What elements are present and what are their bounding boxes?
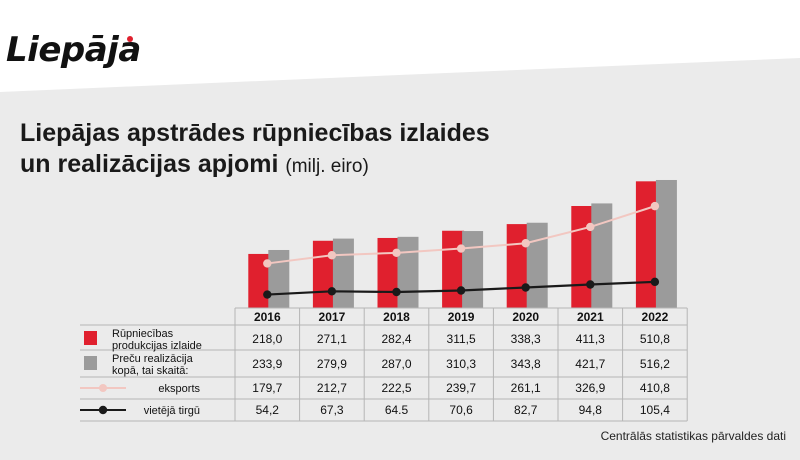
legend-label-izlaide-1: Rūpniecības	[112, 328, 174, 340]
year-label-2022: 2022	[642, 310, 669, 324]
year-label-2020: 2020	[512, 310, 539, 324]
year-label-2016: 2016	[254, 310, 281, 324]
bar-izlaide-2021	[571, 205, 594, 308]
value-cell-1-2016: 233,9	[252, 357, 282, 371]
legend-dot-eksports	[99, 384, 107, 392]
value-cell-2-2021: 326,9	[575, 381, 605, 395]
legend-label-eksports: eksports	[158, 383, 200, 395]
point-vietejais-2016	[263, 290, 272, 299]
logo-red-dot-icon	[127, 36, 133, 42]
value-cell-0-2016: 218,0	[252, 332, 282, 346]
point-vietejais-2021	[586, 280, 595, 289]
value-cell-1-2022: 516,2	[640, 357, 670, 371]
bar-realizacija-2021	[591, 203, 613, 308]
value-cell-1-2019: 310,3	[446, 357, 476, 371]
bar-izlaide-2022	[635, 181, 658, 308]
value-cell-3-2022: 105,4	[640, 403, 670, 417]
value-cell-3-2021: 94,8	[579, 403, 603, 417]
point-eksports-2022	[650, 201, 660, 211]
bar-realizacija-2016	[268, 249, 290, 308]
value-cell-3-2017: 67,3	[320, 403, 344, 417]
value-cell-2-2017: 212,7	[317, 381, 347, 395]
point-eksports-2020	[521, 239, 530, 248]
value-cell-0-2019: 311,5	[447, 332, 476, 346]
value-cell-2-2022: 410,8	[640, 381, 670, 395]
bar-izlaide-2017	[312, 240, 335, 308]
bar-izlaide-2018	[377, 237, 400, 308]
value-cell-0-2018: 282,4	[381, 332, 411, 346]
point-vietejais-2020	[521, 283, 530, 292]
value-cell-3-2019: 70,6	[449, 403, 473, 417]
value-cell-1-2020: 343,8	[511, 357, 541, 371]
value-cell-1-2018: 287,0	[381, 357, 411, 371]
year-label-2019: 2019	[448, 310, 475, 324]
legend-dot-vietejais	[98, 405, 108, 415]
value-cell-2-2016: 179,7	[252, 381, 282, 395]
value-cell-3-2016: 54,2	[256, 403, 280, 417]
point-vietejais-2022	[650, 277, 660, 287]
point-eksports-2019	[456, 244, 466, 253]
title-line-1: Liepājas apstrādes rūpniecības izlaides	[20, 119, 490, 147]
bar-realizacija-2017	[332, 238, 354, 308]
title-unit: (milj. eiro)	[285, 156, 369, 177]
legend-label-realizacija-2: kopā, tai skaitā:	[112, 365, 188, 377]
value-cell-0-2017: 271,1	[317, 332, 347, 346]
year-label-2018: 2018	[383, 310, 410, 324]
source-note: Centrālās statistikas pārvaldes dati	[600, 429, 786, 443]
value-cell-1-2021: 421,7	[575, 357, 605, 371]
point-vietejais-2019	[456, 286, 466, 295]
legend-swatch-realizacija	[84, 356, 97, 370]
legend-swatch-izlaide	[84, 331, 97, 345]
value-cell-3-2020: 82,7	[514, 403, 538, 417]
point-vietejais-2018	[392, 287, 401, 297]
point-eksports-2016	[263, 259, 272, 268]
value-cell-2-2020: 261,1	[511, 381, 541, 395]
legend-label-izlaide-2: produkcijas izlaide	[112, 340, 202, 352]
bar-izlaide-2019	[442, 230, 465, 308]
liepaja-logo: Liepāja	[6, 30, 141, 70]
title-line-2: un realizācijas apjomi (milj. eiro)	[20, 149, 490, 182]
chart-title: Liepājas apstrādes rūpniecības izlaides …	[20, 118, 490, 182]
value-cell-0-2020: 338,3	[511, 332, 541, 346]
value-cell-0-2022: 510,8	[640, 332, 670, 346]
point-eksports-2018	[392, 248, 401, 258]
value-cell-2-2019: 239,7	[446, 381, 476, 395]
value-cell-3-2018: 64.5	[385, 403, 409, 417]
bar-realizacija-2022	[655, 179, 677, 308]
point-vietejais-2017	[327, 287, 337, 296]
value-cell-1-2017: 279,9	[317, 357, 347, 371]
bar-izlaide-2020	[506, 224, 529, 308]
legend-label-realizacija-1: Preču realizācija	[112, 353, 194, 365]
bar-realizacija-2018	[397, 236, 419, 308]
bar-realizacija-2019	[462, 231, 484, 308]
year-label-2021: 2021	[577, 310, 604, 324]
title-line-2-text: un realizācijas apjomi	[20, 150, 279, 178]
bar-realizacija-2020	[526, 222, 548, 308]
value-cell-2-2018: 222,5	[381, 381, 411, 395]
value-cell-0-2021: 411,3	[576, 332, 605, 346]
point-eksports-2017	[327, 251, 337, 260]
legend-label-vietejais: vietējā tirgū	[144, 405, 200, 417]
year-label-2017: 2017	[319, 310, 346, 324]
point-eksports-2021	[586, 222, 595, 232]
